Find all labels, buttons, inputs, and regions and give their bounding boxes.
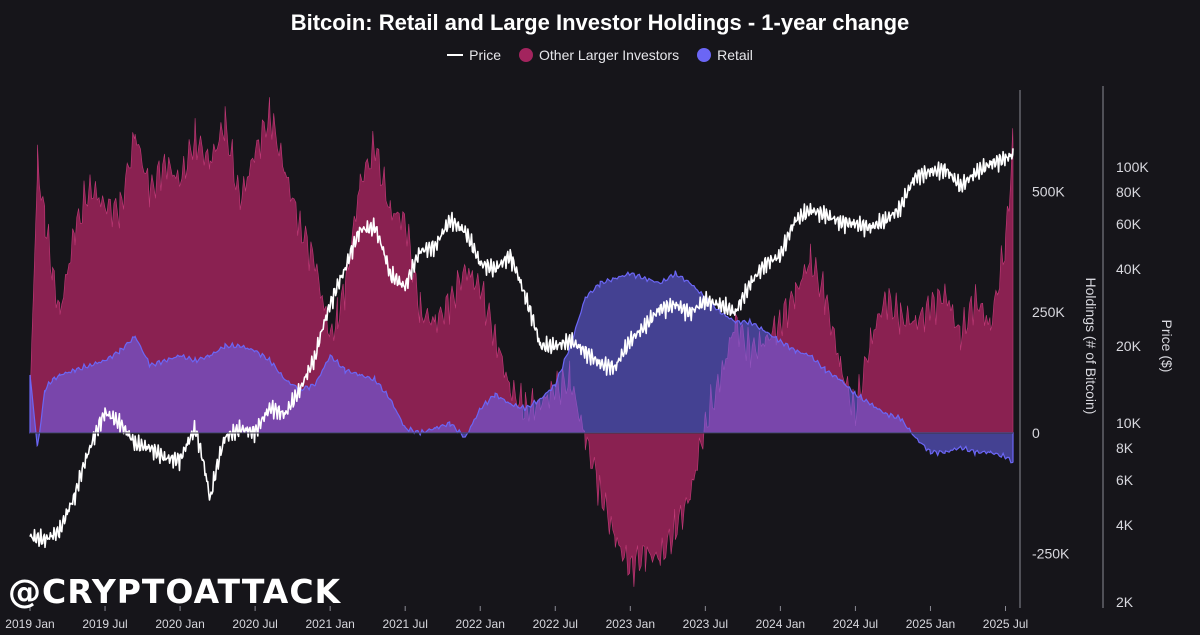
x-tick-label: 2022 Jul [533,617,578,631]
x-tick-label: 2025 Jan [906,617,955,631]
legend-label-other-larger-investors: Other Larger Investors [539,47,680,63]
area-layer [29,97,1014,587]
chart-legend: Price Other Larger Investors Retail [0,47,1200,63]
chart-title: Bitcoin: Retail and Large Investor Holdi… [290,10,910,35]
price-tick-label: 20K [1116,338,1142,354]
price-tick-label: 6K [1116,472,1134,488]
price-tick-label: 80K [1116,184,1142,200]
x-tick-label: 2020 Jan [155,617,204,631]
x-tick-label: 2022 Jan [456,617,505,631]
price-axis-label: Price ($) [1159,320,1175,373]
price-tick-label: 10K [1116,415,1142,431]
price-layer [29,148,1014,549]
x-tick-label: 2024 Jul [833,617,878,631]
price-line [29,148,1014,549]
other-larger-investors-swatch [519,48,534,62]
price-tick-label: 100K [1116,159,1149,175]
legend-item-other-larger-investors[interactable]: Other Larger Investors [519,47,679,63]
x-tick-label: 2021 Jan [305,617,354,631]
axes-layer: 500K 250K 0 -250K 100K 80K 60K 40K 20K 10K 8K 6K 4K 2… [5,86,1175,631]
price-tick-label: 4K [1116,517,1134,533]
price-tick-label: 2K [1116,594,1134,610]
price-line-swatch [447,54,464,56]
holdings-tick-label: -250K [1032,546,1070,562]
x-tick-label: 2023 Jul [683,617,728,631]
x-tick-label: 2023 Jan [606,617,655,631]
x-tick-label: 2019 Jul [82,617,127,631]
legend-item-price[interactable]: Price [447,47,501,63]
other-larger-investors-area [29,97,1014,587]
legend-label-price: Price [469,47,502,63]
price-tick-label: 60K [1116,216,1142,232]
holdings-tick-label: 250K [1032,304,1065,320]
holdings-tick-label: 0 [1032,425,1040,441]
price-tick-label: 8K [1116,440,1134,456]
x-tick-label: 2024 Jan [756,617,805,631]
x-tick-label: 2020 Jul [232,617,277,631]
holdings-axis-label: Holdings (# of Bitcoin) [1083,278,1099,415]
x-tick-label: 2019 Jan [5,617,54,631]
x-tick-label: 2025 Jul [983,617,1028,631]
price-tick-label: 40K [1116,261,1142,277]
legend-label-retail: Retail [717,47,753,63]
holdings-tick-label: 500K [1032,183,1065,199]
retail-swatch [697,48,712,62]
legend-item-retail[interactable]: Retail [697,47,753,63]
x-tick-label: 2021 Jul [383,617,428,631]
watermark-text: @CRYPTOATTACK [8,572,342,611]
retail-area [29,270,1014,464]
